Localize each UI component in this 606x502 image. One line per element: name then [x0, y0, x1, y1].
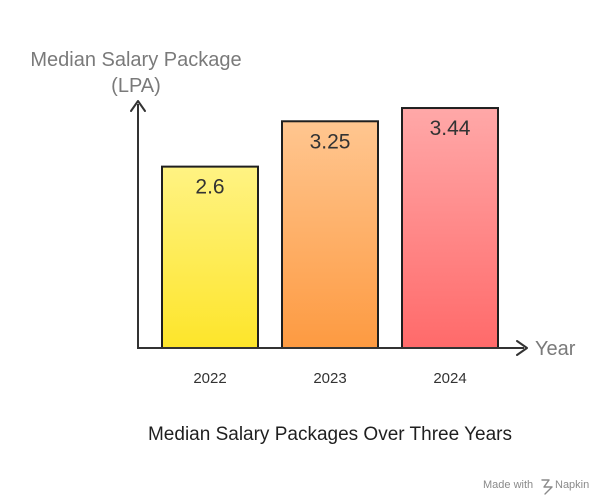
- napkin-logo-icon: [541, 479, 553, 495]
- watermark: Made with Napkin: [483, 479, 589, 495]
- axes: [130, 100, 528, 356]
- data-label-2023: 3.25: [310, 130, 351, 153]
- data-label-2024: 3.44: [430, 117, 471, 140]
- x-axis-title: Year: [535, 338, 576, 360]
- x-axis-arrow-icon: [516, 340, 528, 356]
- bars-group: 2.6 3.25 3.44: [161, 107, 499, 349]
- x-tick-labels: 2022 2023 2024: [193, 370, 466, 387]
- x-tick-label-2024: 2024: [433, 370, 466, 387]
- x-tick-label-2022: 2022: [193, 370, 226, 387]
- y-axis-title-line-1: Median Salary Package: [30, 49, 241, 71]
- y-axis-title-line-2: (LPA): [111, 75, 161, 97]
- bar-2024: [401, 107, 499, 349]
- bar-2023: [281, 120, 379, 349]
- data-label-2022: 2.6: [195, 176, 224, 199]
- watermark-brand: Napkin: [555, 479, 589, 491]
- watermark-text: Made with: [483, 479, 533, 491]
- bar-2022: [161, 165, 259, 349]
- y-axis-arrow-icon: [130, 100, 146, 112]
- x-tick-label-2023: 2023: [313, 370, 346, 387]
- chart-title: Median Salary Packages Over Three Years: [148, 424, 512, 445]
